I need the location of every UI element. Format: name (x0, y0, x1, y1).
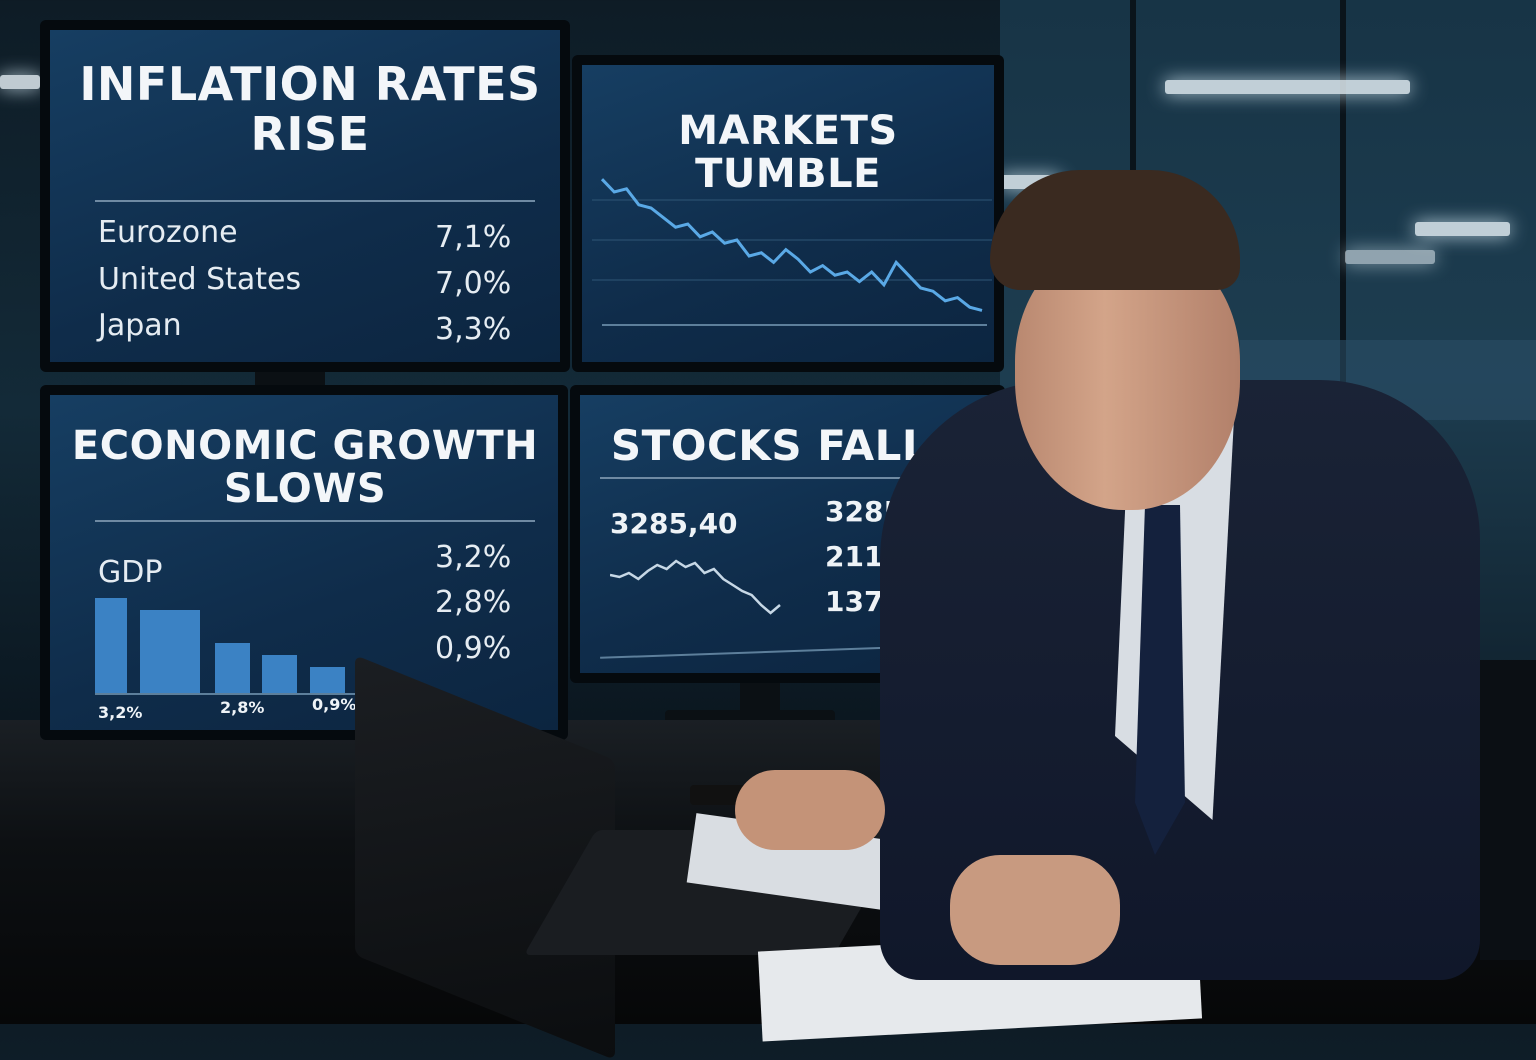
phone (690, 785, 750, 805)
gdp-value: 2,8% (435, 585, 512, 620)
monitor-growth: ECONOMIC GROWTH SLOWS GDP 3,2% 2,8% 0,9%… (40, 385, 568, 740)
gdp-value: 0,9% (435, 631, 512, 666)
gdp-bar (310, 667, 345, 694)
stocks-line-chart (610, 559, 781, 615)
man-hair (990, 170, 1240, 290)
man-hand-right (950, 855, 1120, 965)
markets-line-chart (592, 178, 992, 326)
markets-trend-line (600, 178, 983, 312)
divider (95, 520, 535, 522)
row-value: 7,0% (435, 266, 512, 301)
row-label: United States (98, 262, 302, 297)
stocks-trend-line (610, 559, 781, 615)
headline: MARKETS TUMBLE (678, 108, 898, 198)
screen-growth: ECONOMIC GROWTH SLOWS GDP 3,2% 2,8% 0,9%… (50, 395, 558, 730)
gdp-label: GDP (98, 555, 163, 590)
divider (95, 200, 535, 202)
row-label: Eurozone (98, 215, 238, 250)
screen-inflation: INFLATION RATES RISE Eurozone 7,1% Unite… (50, 30, 560, 362)
gdp-bar (140, 610, 200, 694)
office-chair (1480, 660, 1536, 960)
ceiling-light (0, 75, 40, 89)
gdp-value: 3,2% (435, 540, 512, 575)
ceiling-light (1165, 80, 1410, 94)
divider (600, 477, 985, 479)
gdp-bar (215, 643, 250, 694)
tie (1135, 505, 1185, 855)
gdp-bar (262, 655, 297, 694)
screen-markets: MARKETS TUMBLE (582, 65, 994, 362)
ceiling-light (1345, 250, 1435, 264)
monitor-markets: MARKETS TUMBLE (572, 55, 1004, 372)
ceiling-light (1415, 222, 1510, 236)
gdp-bar (95, 598, 127, 694)
row-value: 7,1% (435, 220, 512, 255)
gdp-bar-chart (95, 598, 405, 695)
monitor-inflation: INFLATION RATES RISE Eurozone 7,1% Unite… (40, 20, 570, 372)
headline: INFLATION RATES RISE (79, 57, 541, 161)
row-value: 3,3% (435, 312, 512, 347)
index-value: 3285,40 (610, 507, 738, 540)
headline: ECONOMIC GROWTH SLOWS (71, 423, 539, 513)
man-hand-left (735, 770, 885, 850)
bar-label: 0,9% (312, 695, 357, 714)
headline: STOCKS FALL (610, 421, 930, 470)
row-label: Japan (98, 308, 182, 343)
bar-label: 2,8% (220, 698, 265, 717)
bar-label: 3,2% (98, 703, 143, 722)
